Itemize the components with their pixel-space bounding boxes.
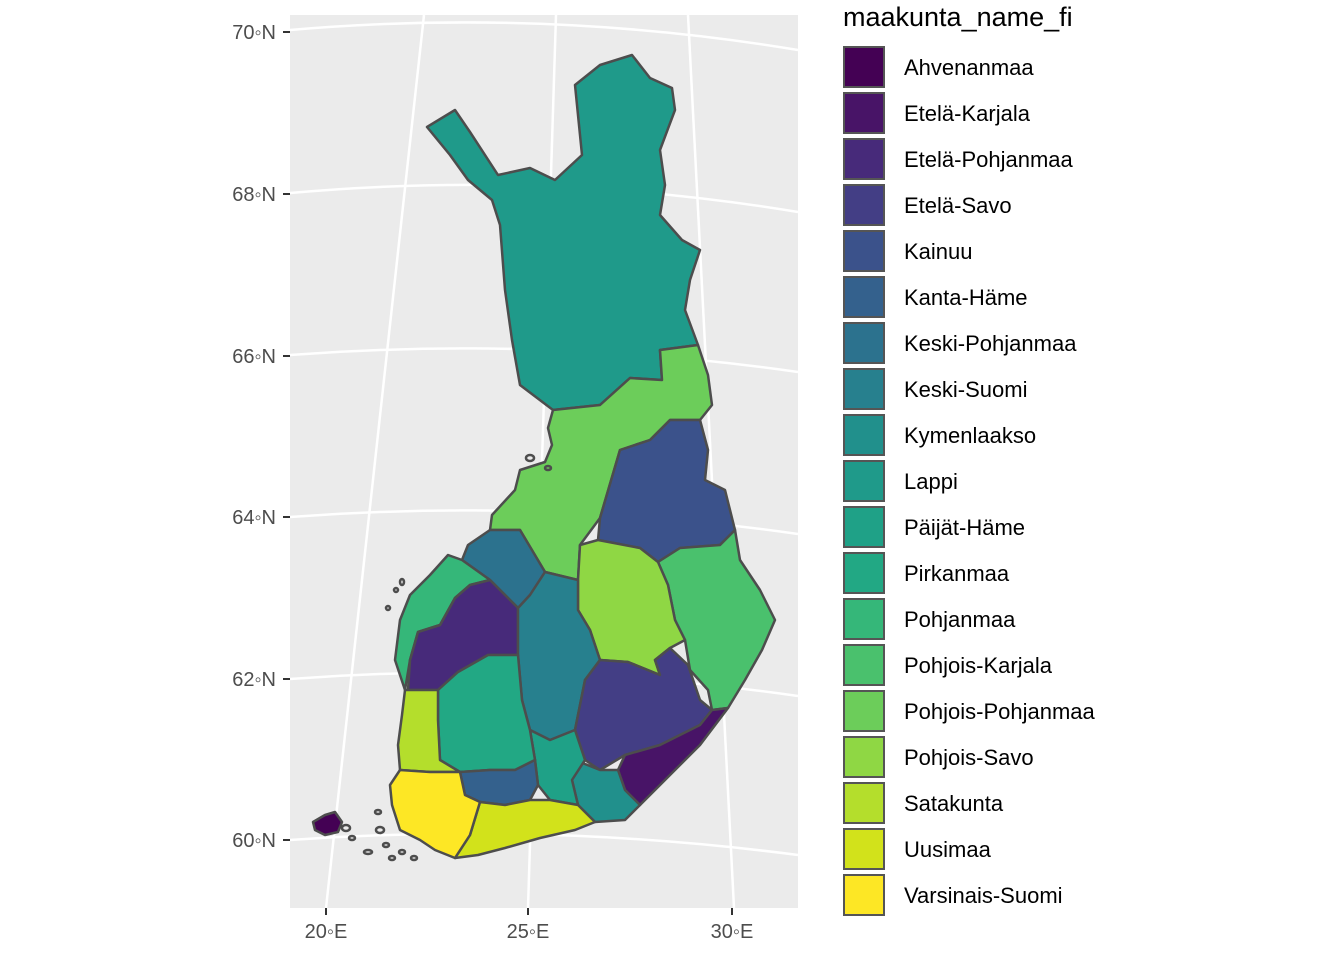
x-tick-label: 20◦E [305, 921, 348, 943]
legend-item-label: Pohjanmaa [904, 607, 1016, 632]
legend-color-swatch [843, 368, 885, 410]
legend-item-label: Ahvenanmaa [904, 55, 1034, 80]
legend-item-label: Satakunta [904, 791, 1004, 816]
legend-item-label: Pohjois-Pohjanmaa [904, 699, 1095, 724]
legend-item: Pirkanmaa [843, 552, 1243, 598]
legend-color-swatch [843, 184, 885, 226]
legend-color-swatch [843, 736, 885, 778]
map-panel: 70◦N 68◦N 66◦N 64◦N 62◦N 60◦N 20◦E 25◦E … [232, 14, 799, 943]
legend-item: Ahvenanmaa [843, 46, 1243, 92]
legend-item: Uusimaa [843, 828, 1243, 874]
legend-item: Kymenlaakso [843, 414, 1243, 460]
legend-item-label: Keski-Suomi [904, 377, 1028, 402]
legend-item: Lappi [843, 460, 1243, 506]
regions [311, 53, 777, 860]
legend-color-swatch [843, 598, 885, 640]
legend-color-swatch [843, 552, 885, 594]
region-lappi[interactable] [425, 53, 702, 412]
legend-item: Pohjois-Savo [843, 736, 1243, 782]
legend-item: Kanta-Häme [843, 276, 1243, 322]
legend-color-swatch [843, 782, 885, 824]
legend-item: Kainuu [843, 230, 1243, 276]
x-axis: 20◦E 25◦E 30◦E [305, 908, 754, 943]
legend-color-swatch [843, 874, 885, 916]
legend-color-swatch [843, 460, 885, 502]
legend: maakunta_name_fi Ahvenanmaa Etelä-Karjala… [843, 0, 1263, 930]
legend-item: Keski-Pohjanmaa [843, 322, 1243, 368]
legend-item-label: Uusimaa [904, 837, 991, 862]
legend-color-swatch [843, 230, 885, 272]
y-tick-label: 68◦N [232, 184, 276, 206]
legend-item: Pohjanmaa [843, 598, 1243, 644]
y-tick-label: 64◦N [232, 507, 276, 529]
y-tick-label: 66◦N [232, 346, 276, 368]
legend-item: Keski-Suomi [843, 368, 1243, 414]
legend-item: Etelä-Karjala [843, 92, 1243, 138]
legend-item-label: Etelä-Pohjanmaa [904, 147, 1073, 172]
legend-item-label: Pohjois-Karjala [904, 653, 1052, 678]
legend-item-label: Kanta-Häme [904, 285, 1028, 310]
legend-item-label: Lappi [904, 469, 958, 494]
legend-color-swatch [843, 506, 885, 548]
x-tick-label: 25◦E [507, 921, 550, 943]
legend-item: Satakunta [843, 782, 1243, 828]
legend-item-label: Pirkanmaa [904, 561, 1010, 586]
legend-item: Varsinais-Suomi [843, 874, 1243, 920]
legend-color-swatch [843, 322, 885, 364]
legend-item-label: Päijät-Häme [904, 515, 1026, 540]
y-tick-label: 70◦N [232, 22, 276, 44]
legend-item: Päijät-Häme [843, 506, 1243, 552]
y-tick-label: 62◦N [232, 669, 276, 691]
legend-item: Etelä-Pohjanmaa [843, 138, 1243, 184]
y-axis: 70◦N 68◦N 66◦N 64◦N 62◦N 60◦N [232, 22, 290, 852]
legend-item-label: Etelä-Karjala [904, 101, 1030, 126]
x-tick-label: 30◦E [711, 921, 754, 943]
legend-color-swatch [843, 138, 885, 180]
legend-color-swatch [843, 276, 885, 318]
legend-color-swatch [843, 828, 885, 870]
y-tick-label: 60◦N [232, 830, 276, 852]
legend-item-label: Varsinais-Suomi [904, 883, 1063, 908]
region-varsinais-suomi[interactable] [388, 768, 482, 860]
legend-item-label: Pohjois-Savo [904, 745, 1034, 770]
legend-item-label: Keski-Pohjanmaa [904, 331, 1077, 356]
legend-item-label: Kainuu [904, 239, 973, 264]
legend-color-swatch [843, 690, 885, 732]
legend-item: Etelä-Savo [843, 184, 1243, 230]
legend-color-swatch [843, 644, 885, 686]
legend-title: maakunta_name_fi [843, 2, 1073, 32]
legend-color-swatch [843, 414, 885, 456]
archipelago-islets [340, 453, 553, 862]
legend-color-swatch [843, 46, 885, 88]
legend-item: Pohjois-Pohjanmaa [843, 690, 1243, 736]
legend-item-label: Etelä-Savo [904, 193, 1012, 218]
region-ahvenanmaa[interactable] [311, 810, 344, 837]
legend-item: Pohjois-Karjala [843, 644, 1243, 690]
legend-color-swatch [843, 92, 885, 134]
legend-item-label: Kymenlaakso [904, 423, 1037, 448]
